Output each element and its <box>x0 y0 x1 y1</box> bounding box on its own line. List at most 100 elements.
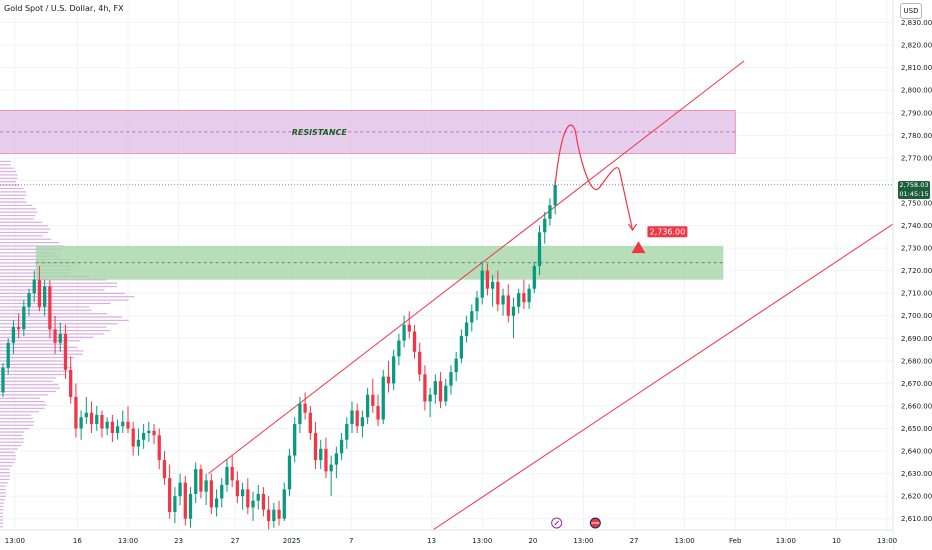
candle-body <box>147 430 151 434</box>
volume-profile-row <box>0 201 27 203</box>
volume-profile-row <box>0 333 105 335</box>
candle-body <box>126 421 130 429</box>
candle-body <box>235 480 240 497</box>
candle-body <box>95 414 99 424</box>
volume-profile-row <box>0 350 84 352</box>
volume-profile-row <box>0 343 67 345</box>
symbol-title[interactable]: Gold Spot / U.S. Dollar, 4h, FX <box>4 4 124 13</box>
volume-profile-row <box>0 221 42 223</box>
volume-profile-row <box>0 380 53 382</box>
volume-profile-row <box>0 516 3 518</box>
volume-profile-row <box>0 228 51 230</box>
time-tick-label: Feb <box>729 537 742 545</box>
candle-body <box>293 424 297 456</box>
candle-body <box>428 394 432 402</box>
candle-body <box>423 374 427 402</box>
volume-profile-row <box>0 177 18 179</box>
volume-profile-row <box>0 272 71 274</box>
volume-profile-row <box>0 478 10 481</box>
current-price-tag: 2,758.03 01:45:15 <box>898 181 930 199</box>
price-tick-label: 2,730.00 <box>901 245 932 253</box>
volume-profile-row <box>0 458 16 460</box>
candle-body <box>480 270 484 298</box>
volume-profile-row <box>0 299 129 301</box>
candle-body <box>287 455 292 490</box>
volume-profile-row <box>0 208 37 210</box>
volume-profile-row <box>0 214 36 217</box>
volume-profile-row <box>0 296 135 298</box>
volume-profile-row <box>0 285 117 288</box>
time-tick-label: 13:00 <box>118 537 138 545</box>
candle-body <box>209 480 213 508</box>
volume-profile-row <box>0 191 27 193</box>
projection-price-box <box>647 226 688 238</box>
candle-body <box>517 293 521 307</box>
candle-body <box>27 293 31 307</box>
volume-profile-row <box>0 441 24 443</box>
volume-profile-row <box>0 309 92 311</box>
candle-body <box>204 480 208 492</box>
volume-profile-row <box>0 475 11 477</box>
volume-profile-row <box>0 421 35 423</box>
volume-profile-row <box>0 387 60 389</box>
candle-body <box>240 489 245 497</box>
currency-button[interactable]: USD <box>900 3 922 19</box>
candle-body <box>22 306 26 330</box>
volume-profile-row <box>0 394 49 396</box>
candle-body <box>157 435 161 461</box>
volume-profile-row <box>0 174 18 176</box>
candle-body <box>199 469 203 492</box>
volume-profile-row <box>0 289 105 291</box>
candle-body <box>261 493 266 510</box>
candle-body <box>246 489 250 508</box>
volume-profile-row <box>0 187 24 190</box>
volume-profile-row <box>0 400 46 403</box>
volume-profile-row <box>0 455 16 457</box>
candle-body <box>381 376 385 420</box>
volume-profile-row <box>0 231 49 234</box>
volume-profile-row <box>0 512 4 514</box>
candle-body <box>214 498 219 508</box>
candle-body <box>230 466 234 481</box>
candle-body <box>470 311 474 323</box>
volume-profile-row <box>0 492 7 494</box>
price-tick-label: 2,690.00 <box>901 335 932 343</box>
candle-body <box>303 403 307 413</box>
volume-profile-row <box>0 282 118 284</box>
candle-body <box>110 421 115 434</box>
candle-body <box>152 430 156 436</box>
time-tick-label: 2025 <box>283 537 301 545</box>
candle-body <box>48 286 52 330</box>
candle-body <box>89 412 94 424</box>
candle-body <box>63 333 68 370</box>
volume-profile-row <box>0 522 3 524</box>
volume-profile-row <box>0 397 41 399</box>
volume-profile-row <box>0 238 52 240</box>
volume-profile-row <box>0 292 125 294</box>
price-tick-label: 2,620.00 <box>901 493 932 501</box>
volume-profile-row <box>0 279 107 281</box>
candle-body <box>543 218 547 233</box>
volume-profile-row <box>0 461 15 464</box>
time-tick-label: 13:00 <box>877 537 897 545</box>
volume-profile-row <box>0 411 39 413</box>
candle-body <box>376 405 380 420</box>
candle-body <box>454 358 458 373</box>
volume-profile-row <box>0 313 108 315</box>
candle-body <box>371 394 375 406</box>
candle-body <box>511 306 516 316</box>
volume-profile-row <box>0 485 7 487</box>
volume-profile-row <box>0 357 75 359</box>
candle-body <box>11 327 16 343</box>
candle-body <box>407 324 411 332</box>
candle-body <box>277 509 281 519</box>
volume-profile-row <box>0 225 48 227</box>
volume-profile-row <box>0 448 18 450</box>
volume-profile-row <box>0 384 59 386</box>
price-tick-label: 2,830.00 <box>901 19 932 27</box>
volume-profile-row <box>0 390 57 393</box>
candle-body <box>350 410 354 424</box>
candle-body <box>121 421 125 427</box>
